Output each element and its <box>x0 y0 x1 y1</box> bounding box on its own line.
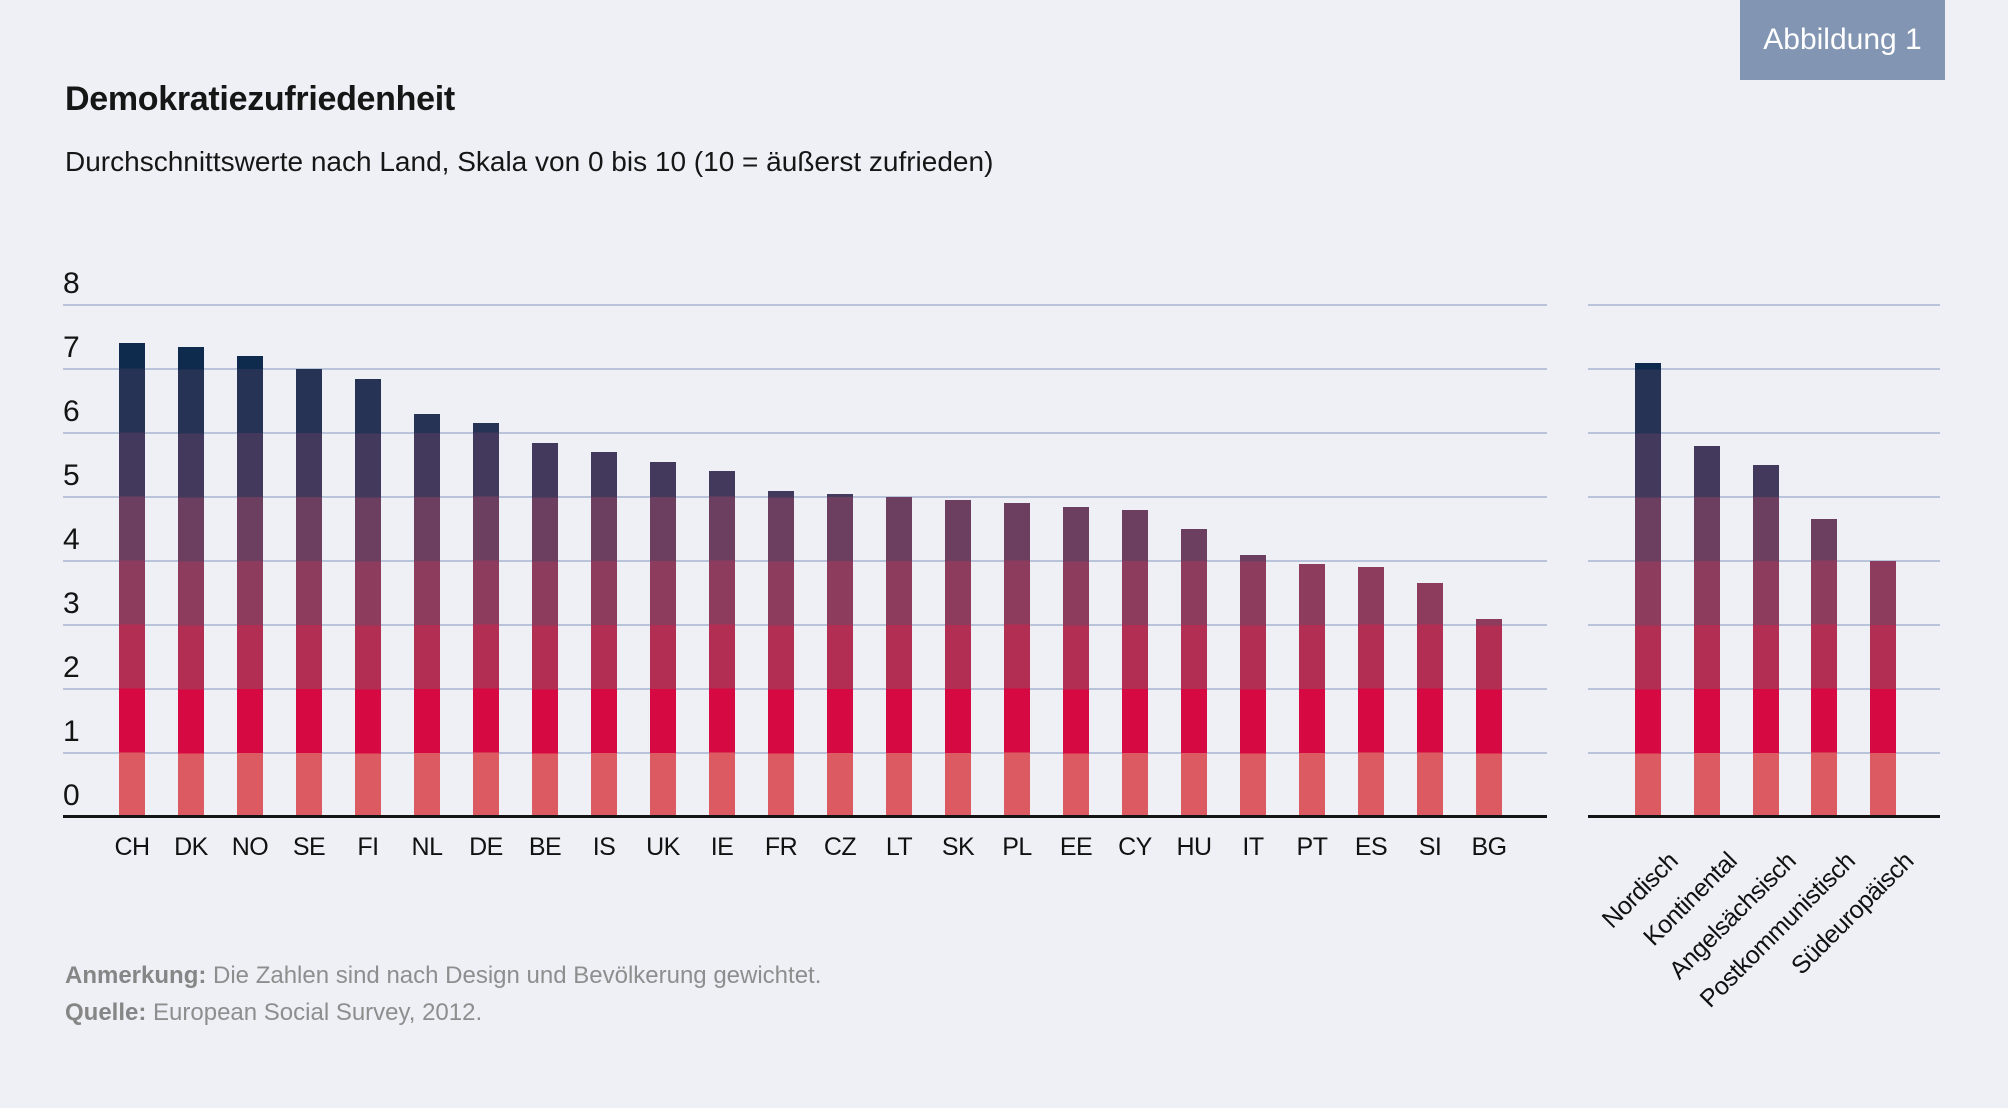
grid-line-3 <box>63 624 1547 626</box>
note-label: Anmerkung: <box>65 962 207 989</box>
x-label-FR: FR <box>764 833 798 861</box>
x-label-FI: FI <box>357 833 379 861</box>
bar-SI <box>1417 583 1443 817</box>
bar-FR <box>768 490 794 817</box>
bar-Nordisch <box>1635 362 1661 817</box>
x-label-LT: LT <box>885 833 913 861</box>
x-axis-line <box>1588 815 1940 818</box>
bar-LT <box>886 497 912 817</box>
x-label-EE: EE <box>1059 833 1093 861</box>
main-bar-chart: 0 1 2 3 4 5 6 7 8 CH DK NO SE FI NL DE BE IS UK IE FR CZ LT SK P… <box>63 269 1547 861</box>
y-tick-4: 4 <box>63 523 80 556</box>
bar-SK <box>945 500 971 817</box>
x-label-CY: CY <box>1118 833 1152 861</box>
bar-Kontinental <box>1693 445 1720 817</box>
bar-Südeuropäisch <box>1870 561 1897 817</box>
y-tick-6: 6 <box>63 395 80 428</box>
bar-DE <box>473 423 499 817</box>
x-label-PT: PT <box>1296 833 1328 861</box>
chart-title: Demokratiezufriedenheit <box>65 80 455 118</box>
bar-NL <box>414 413 440 817</box>
x-label-ES: ES <box>1354 833 1388 861</box>
x-axis-line <box>63 815 1547 818</box>
x-label-CZ: CZ <box>823 833 857 861</box>
bar-CZ <box>827 493 853 817</box>
source-line: Quelle: European Social Survey, 2012. <box>65 994 821 1031</box>
x-label-SE: SE <box>292 833 326 861</box>
x-label-NO: NO <box>231 833 269 861</box>
chart-subtitle: Durchschnittswerte nach Land, Skala von … <box>65 146 994 177</box>
x-label-HU: HU <box>1176 833 1212 861</box>
group-bar-chart: Nordisch Kontinental Angelsächsisch Postkom… <box>1588 304 1940 1013</box>
figure-number-badge: Abbildung 1 <box>1740 0 1945 80</box>
x-label-IE: IE <box>710 833 734 861</box>
bar-NO <box>237 356 263 817</box>
bar-SE <box>296 369 322 817</box>
grid-line-6 <box>1588 432 1940 434</box>
x-label-UK: UK <box>646 833 680 861</box>
x-label-PL: PL <box>1002 833 1032 861</box>
grid-line-6 <box>63 432 1547 434</box>
bar-IE <box>709 471 735 817</box>
bar-ES <box>1358 567 1384 817</box>
x-label-DK: DK <box>174 833 208 861</box>
bar-BE <box>532 442 558 817</box>
bar-CY <box>1122 509 1148 817</box>
bar-CH <box>119 343 145 817</box>
y-tick-2: 2 <box>63 651 80 684</box>
grid-line-1 <box>63 752 1547 754</box>
grid-line-7 <box>63 368 1547 370</box>
y-tick-3: 3 <box>63 587 80 620</box>
x-label-DE: DE <box>469 833 503 861</box>
y-tick-1: 1 <box>63 715 80 748</box>
y-tick-8: 8 <box>63 267 80 300</box>
bar-PT <box>1299 564 1325 817</box>
bar-FI <box>355 378 381 817</box>
chart-footnotes: Anmerkung: Die Zahlen sind nach Design u… <box>65 957 821 1031</box>
grid-line-7 <box>1588 368 1940 370</box>
grid-line-8 <box>63 304 1547 306</box>
bar-EE <box>1063 506 1089 817</box>
x-label-IS: IS <box>592 833 616 861</box>
x-label-CH: CH <box>114 833 150 861</box>
y-tick-7: 7 <box>63 331 80 364</box>
bar-PL <box>1004 503 1030 817</box>
bar-DK <box>178 346 204 817</box>
x-label-BE: BE <box>528 833 562 861</box>
note-text: Die Zahlen sind nach Design und Bevölker… <box>206 962 822 989</box>
bar-IS <box>591 452 617 817</box>
source-text: European Social Survey, 2012. <box>146 999 483 1026</box>
figure-number-label: Abbildung 1 <box>1763 23 1922 56</box>
x-label-NL: NL <box>411 833 443 861</box>
bar-Angelsächsisch <box>1752 465 1779 817</box>
x-label-SI: SI <box>1418 833 1442 861</box>
bar-IT <box>1240 554 1266 817</box>
y-tick-0: 0 <box>63 779 80 812</box>
x-label-IT: IT <box>1242 833 1264 861</box>
grid-line-5 <box>63 496 1547 498</box>
note-line: Anmerkung: Die Zahlen sind nach Design u… <box>65 957 821 994</box>
grid-line-4 <box>63 560 1547 562</box>
source-label: Quelle: <box>65 999 147 1026</box>
bar-UK <box>650 461 676 817</box>
grid-line-2 <box>63 688 1547 690</box>
bar-Postkommunistisch <box>1811 519 1838 817</box>
x-label-BG: BG <box>1471 833 1507 861</box>
x-label-SK: SK <box>941 833 975 861</box>
bar-BG <box>1476 618 1502 817</box>
bar-HU <box>1181 529 1207 817</box>
grid-line-8 <box>1588 304 1940 306</box>
y-tick-5: 5 <box>63 459 80 492</box>
